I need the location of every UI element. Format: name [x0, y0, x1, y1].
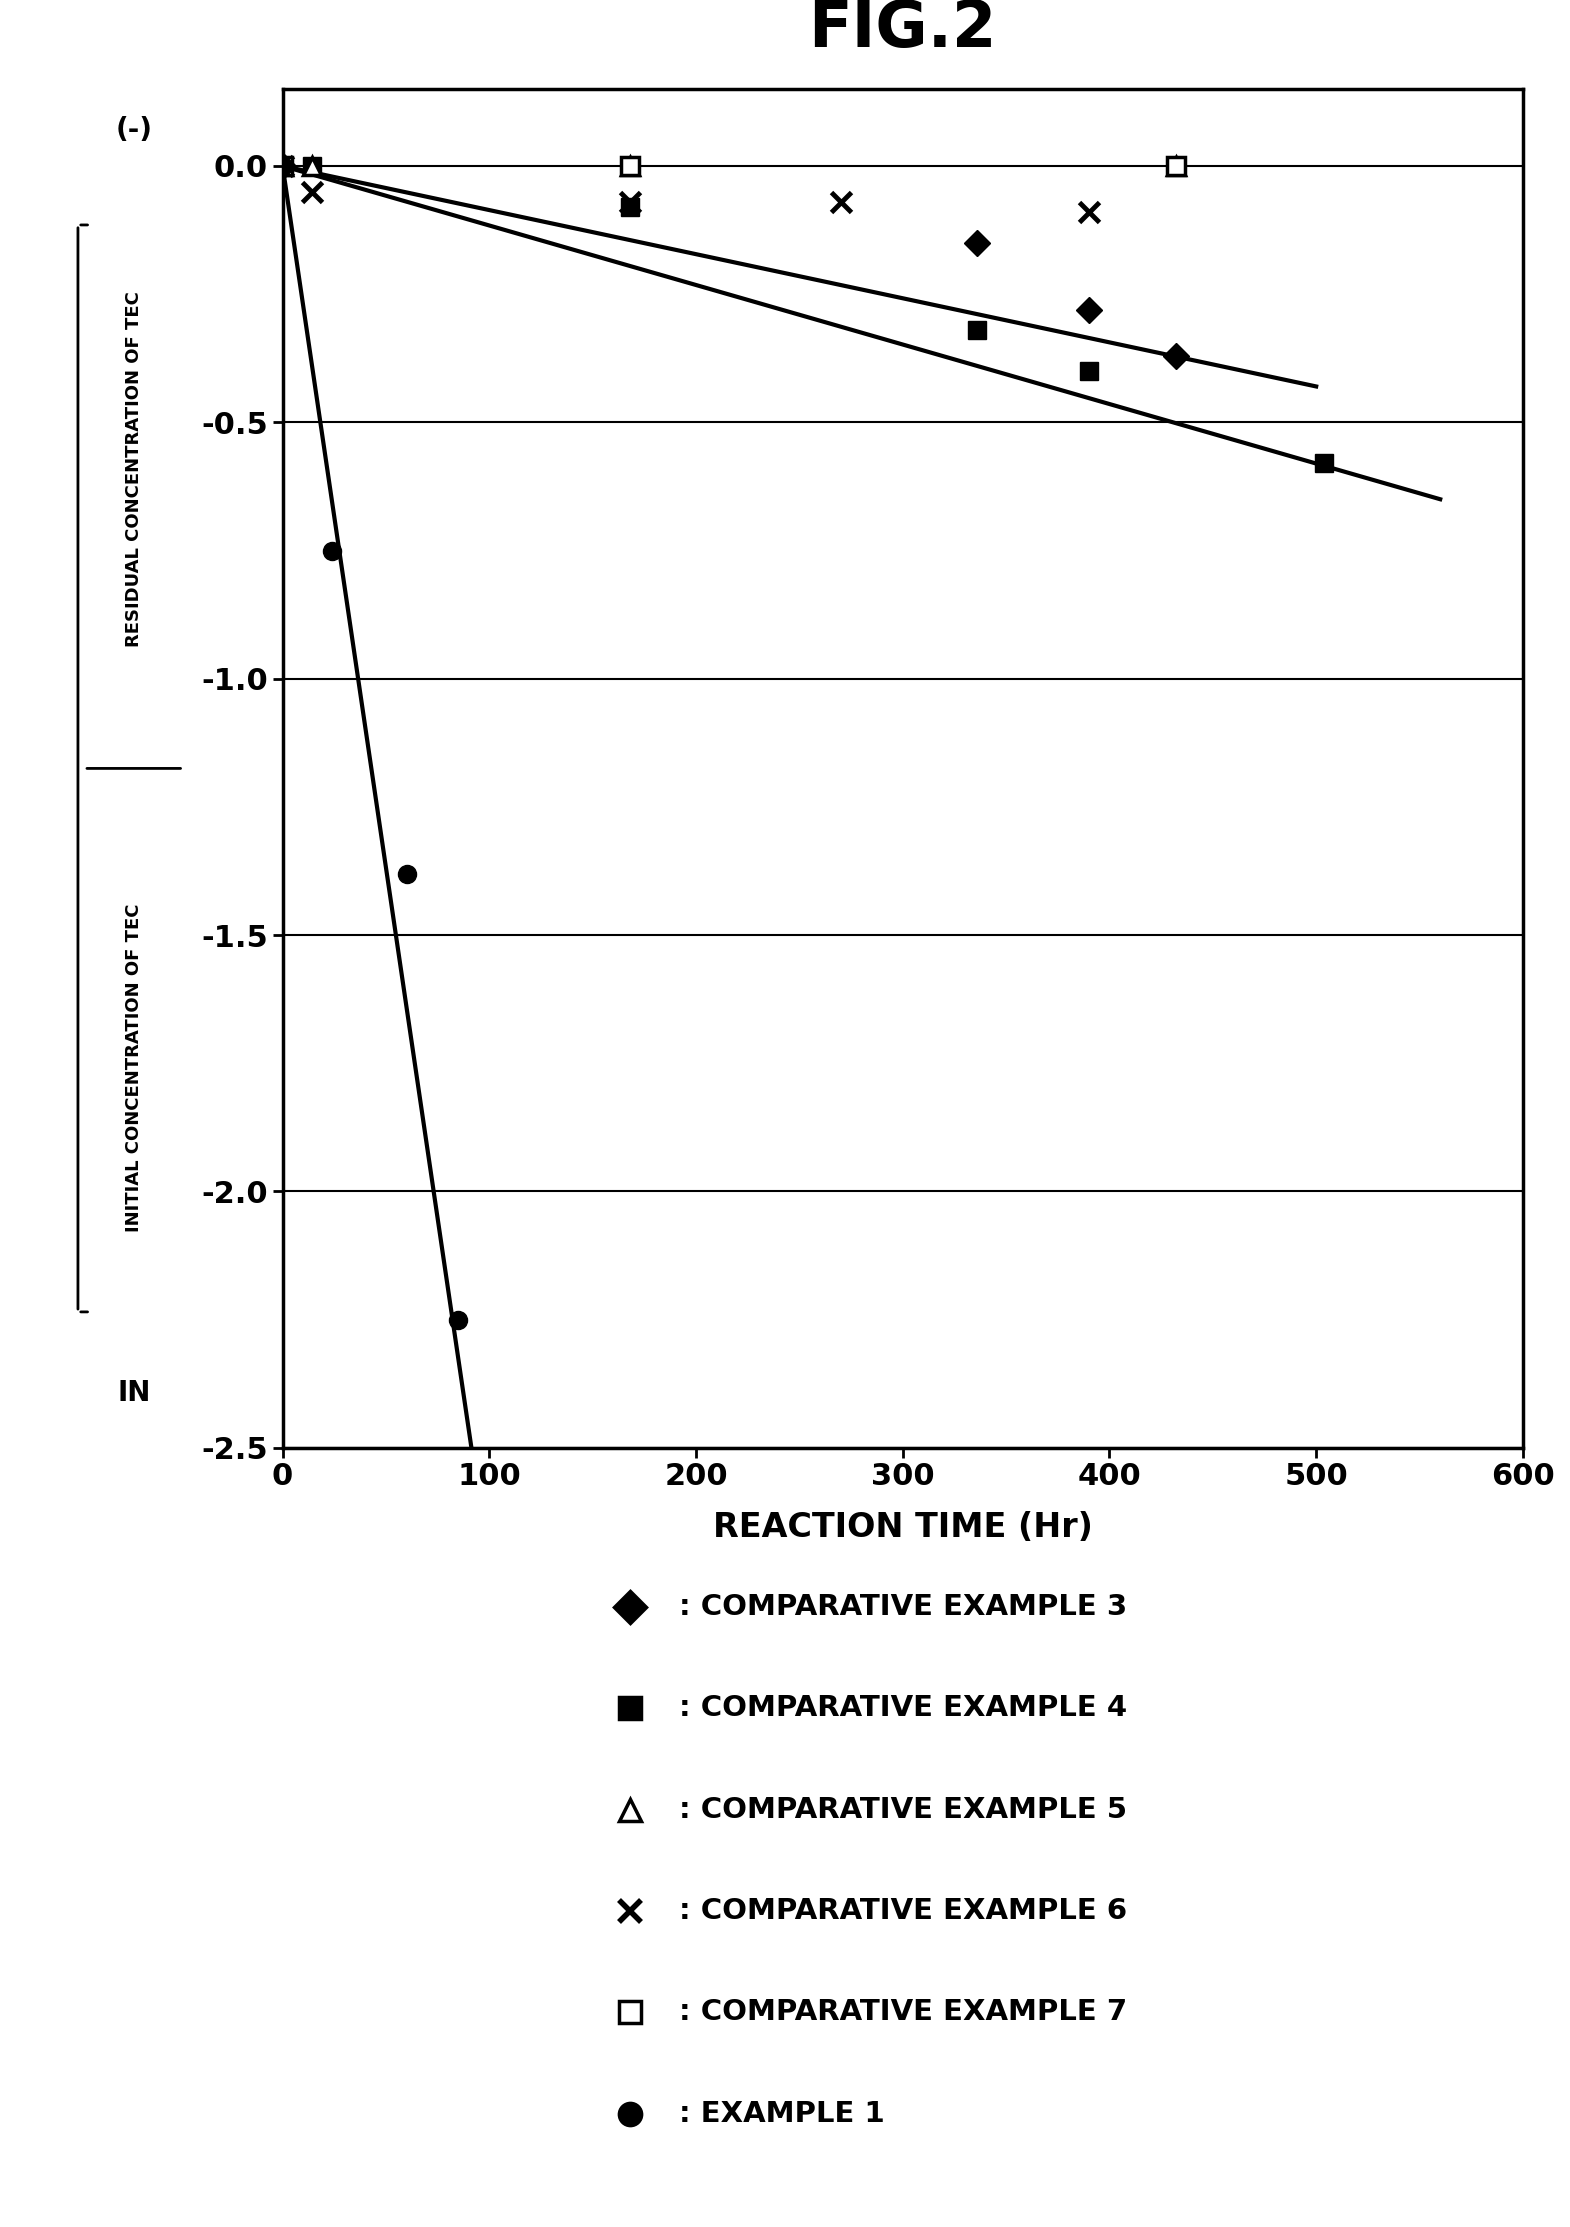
Text: : EXAMPLE 1: : EXAMPLE 1 — [680, 2100, 885, 2127]
Text: INITIAL CONCENTRATION OF TEC: INITIAL CONCENTRATION OF TEC — [124, 904, 143, 1232]
Text: : COMPARATIVE EXAMPLE 6: : COMPARATIVE EXAMPLE 6 — [680, 1897, 1127, 1924]
Text: (-): (-) — [115, 116, 152, 145]
Text: : COMPARATIVE EXAMPLE 4: : COMPARATIVE EXAMPLE 4 — [680, 1695, 1127, 1721]
Title: FIG.2: FIG.2 — [809, 0, 997, 60]
Text: : COMPARATIVE EXAMPLE 7: : COMPARATIVE EXAMPLE 7 — [680, 1998, 1127, 2027]
X-axis label: REACTION TIME (Hr): REACTION TIME (Hr) — [713, 1510, 1093, 1543]
Text: RESIDUAL CONCENTRATION OF TEC: RESIDUAL CONCENTRATION OF TEC — [124, 292, 143, 648]
Text: IN: IN — [118, 1379, 151, 1407]
Text: : COMPARATIVE EXAMPLE 5: : COMPARATIVE EXAMPLE 5 — [680, 1795, 1127, 1824]
Text: : COMPARATIVE EXAMPLE 3: : COMPARATIVE EXAMPLE 3 — [680, 1592, 1127, 1621]
